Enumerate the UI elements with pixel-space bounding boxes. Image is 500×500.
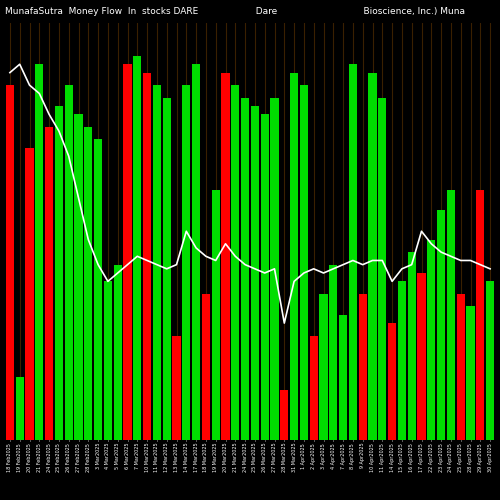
Bar	[280, 390, 288, 440]
Bar	[74, 114, 82, 440]
Bar	[94, 140, 102, 440]
Bar	[250, 106, 259, 440]
Bar	[339, 315, 347, 440]
Bar	[329, 264, 338, 440]
Bar	[300, 85, 308, 440]
Bar	[124, 64, 132, 440]
Bar	[26, 148, 34, 440]
Bar	[84, 127, 92, 440]
Bar	[446, 190, 455, 440]
Bar	[388, 323, 396, 440]
Bar	[358, 294, 367, 440]
Bar	[16, 378, 24, 440]
Bar	[64, 85, 73, 440]
Bar	[222, 72, 230, 440]
Bar	[466, 306, 474, 440]
Bar	[192, 64, 200, 440]
Bar	[241, 98, 250, 440]
Bar	[398, 282, 406, 440]
Bar	[260, 114, 269, 440]
Text: MunafaSutra  Money Flow  In  stocks DARE                    Dare                : MunafaSutra Money Flow In stocks DARE Da…	[5, 8, 465, 16]
Bar	[231, 85, 239, 440]
Bar	[35, 64, 43, 440]
Bar	[104, 282, 112, 440]
Bar	[378, 98, 386, 440]
Bar	[310, 336, 318, 440]
Bar	[212, 190, 220, 440]
Bar	[162, 98, 171, 440]
Bar	[290, 72, 298, 440]
Bar	[368, 72, 376, 440]
Bar	[133, 56, 141, 440]
Bar	[486, 282, 494, 440]
Bar	[418, 273, 426, 440]
Bar	[427, 240, 436, 440]
Bar	[45, 127, 54, 440]
Bar	[143, 72, 152, 440]
Bar	[456, 294, 465, 440]
Bar	[54, 106, 63, 440]
Bar	[152, 85, 161, 440]
Bar	[182, 85, 190, 440]
Bar	[476, 190, 484, 440]
Bar	[320, 294, 328, 440]
Bar	[114, 264, 122, 440]
Bar	[270, 98, 278, 440]
Bar	[437, 210, 446, 440]
Bar	[172, 336, 180, 440]
Bar	[6, 85, 14, 440]
Bar	[202, 294, 210, 440]
Bar	[408, 252, 416, 440]
Bar	[348, 64, 357, 440]
